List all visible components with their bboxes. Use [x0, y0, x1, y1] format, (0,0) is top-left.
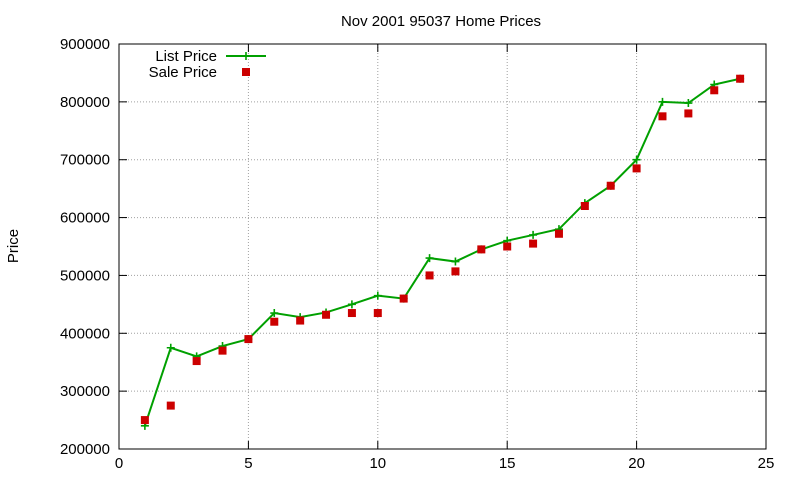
x-tick-label: 5	[244, 455, 252, 472]
series-group	[140, 74, 745, 430]
sale-price-point	[503, 242, 512, 251]
sale-price-point	[192, 357, 201, 366]
sale-price-point	[684, 109, 693, 118]
sale-price-point	[347, 309, 356, 318]
series-list-price	[140, 74, 745, 430]
list-price-point	[373, 291, 382, 300]
sale-price-point	[529, 239, 538, 248]
y-tick-label: 700000	[60, 152, 110, 169]
y-axis-label: Price	[5, 229, 22, 263]
x-tick-label: 25	[758, 455, 775, 472]
sale-price-point	[140, 416, 149, 425]
list-price-line	[143, 77, 741, 427]
x-tick-label: 10	[369, 455, 386, 472]
plot-area-border	[118, 43, 767, 450]
sale-price-point	[270, 317, 279, 326]
list-price-point	[270, 309, 279, 318]
sale-price-point	[658, 112, 667, 121]
y-tick-label: 200000	[60, 441, 110, 458]
list-price-point	[347, 300, 356, 309]
grid-lines	[119, 44, 766, 449]
list-price-point	[166, 343, 175, 352]
y-tick-label: 600000	[60, 210, 110, 227]
list-price-point	[451, 257, 460, 266]
sale-price-point	[399, 294, 408, 303]
chart-title: Nov 2001 95037 Home Prices	[341, 13, 541, 30]
axis-ticks: 0 5 10 15 20 25 200000 300000 400000 500000 600000…	[60, 36, 774, 472]
list-price-point	[658, 97, 667, 106]
x-tick-label: 20	[628, 455, 645, 472]
sale-price-point	[632, 164, 641, 173]
list-price-point	[425, 254, 434, 263]
sale-price-point	[218, 346, 227, 355]
sale-price-point	[425, 271, 434, 280]
sale-price-point	[580, 202, 589, 210]
legend-label: Sale Price	[149, 64, 217, 81]
y-tick-label: 400000	[60, 325, 110, 342]
sale-price-point	[244, 335, 253, 344]
series-sale-price	[140, 74, 745, 425]
sale-price-point	[296, 316, 305, 325]
sale-price-point	[554, 229, 563, 238]
sale-price-point	[477, 245, 486, 254]
legend-point-sample	[242, 68, 250, 76]
sale-price-point	[736, 74, 745, 83]
y-tick-label: 500000	[60, 267, 110, 284]
x-tick-label: 15	[499, 455, 516, 472]
sale-price-point	[373, 309, 382, 318]
sale-price-point	[322, 310, 331, 319]
list-price-point	[632, 155, 641, 164]
sale-price-point	[606, 181, 615, 190]
legend-label: List Price	[155, 48, 217, 65]
list-price-point	[529, 230, 538, 239]
y-tick-label: 300000	[60, 383, 110, 400]
y-tick-label: 900000	[60, 36, 110, 53]
sale-price-point	[710, 86, 719, 95]
x-tick-label: 0	[115, 455, 123, 472]
sale-price-point	[451, 267, 460, 276]
sale-price-point	[166, 401, 175, 410]
y-tick-label: 800000	[60, 94, 110, 111]
legend-point-sample	[242, 52, 250, 60]
list-price-point	[684, 99, 693, 108]
